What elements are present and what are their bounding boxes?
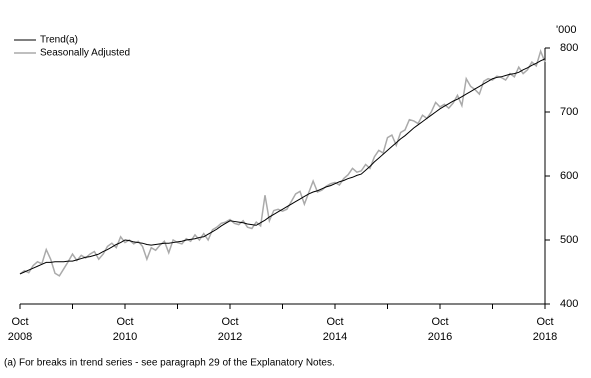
- x-tick-label: 2018: [533, 331, 557, 343]
- series-line: [19, 58, 546, 275]
- x-tick-label: Oct: [431, 316, 448, 328]
- x-tick-label: 2016: [428, 331, 452, 343]
- x-tick-label: 2010: [113, 331, 137, 343]
- legend-label: Trend(a): [40, 35, 78, 46]
- footnote: (a) For breaks in trend series - see par…: [4, 358, 335, 369]
- x-tick-label: Oct: [536, 316, 553, 328]
- unit-label: '000: [556, 24, 576, 36]
- y-tick-label: 400: [560, 298, 578, 310]
- x-tick-label: 2012: [218, 331, 242, 343]
- y-tick-label: 500: [560, 234, 578, 246]
- legend-label: Seasonally Adjusted: [40, 48, 130, 59]
- x-tick-label: 2014: [323, 331, 347, 343]
- y-tick-label: 700: [560, 106, 578, 118]
- x-tick-label: Oct: [116, 316, 133, 328]
- x-tick-label: 2008: [8, 331, 32, 343]
- x-tick-label: Oct: [221, 316, 238, 328]
- x-tick-label: Oct: [326, 316, 343, 328]
- x-tick-label: Oct: [11, 316, 28, 328]
- series-line: [19, 48, 546, 277]
- y-tick-label: 600: [560, 170, 578, 182]
- y-tick-label: 800: [560, 42, 578, 54]
